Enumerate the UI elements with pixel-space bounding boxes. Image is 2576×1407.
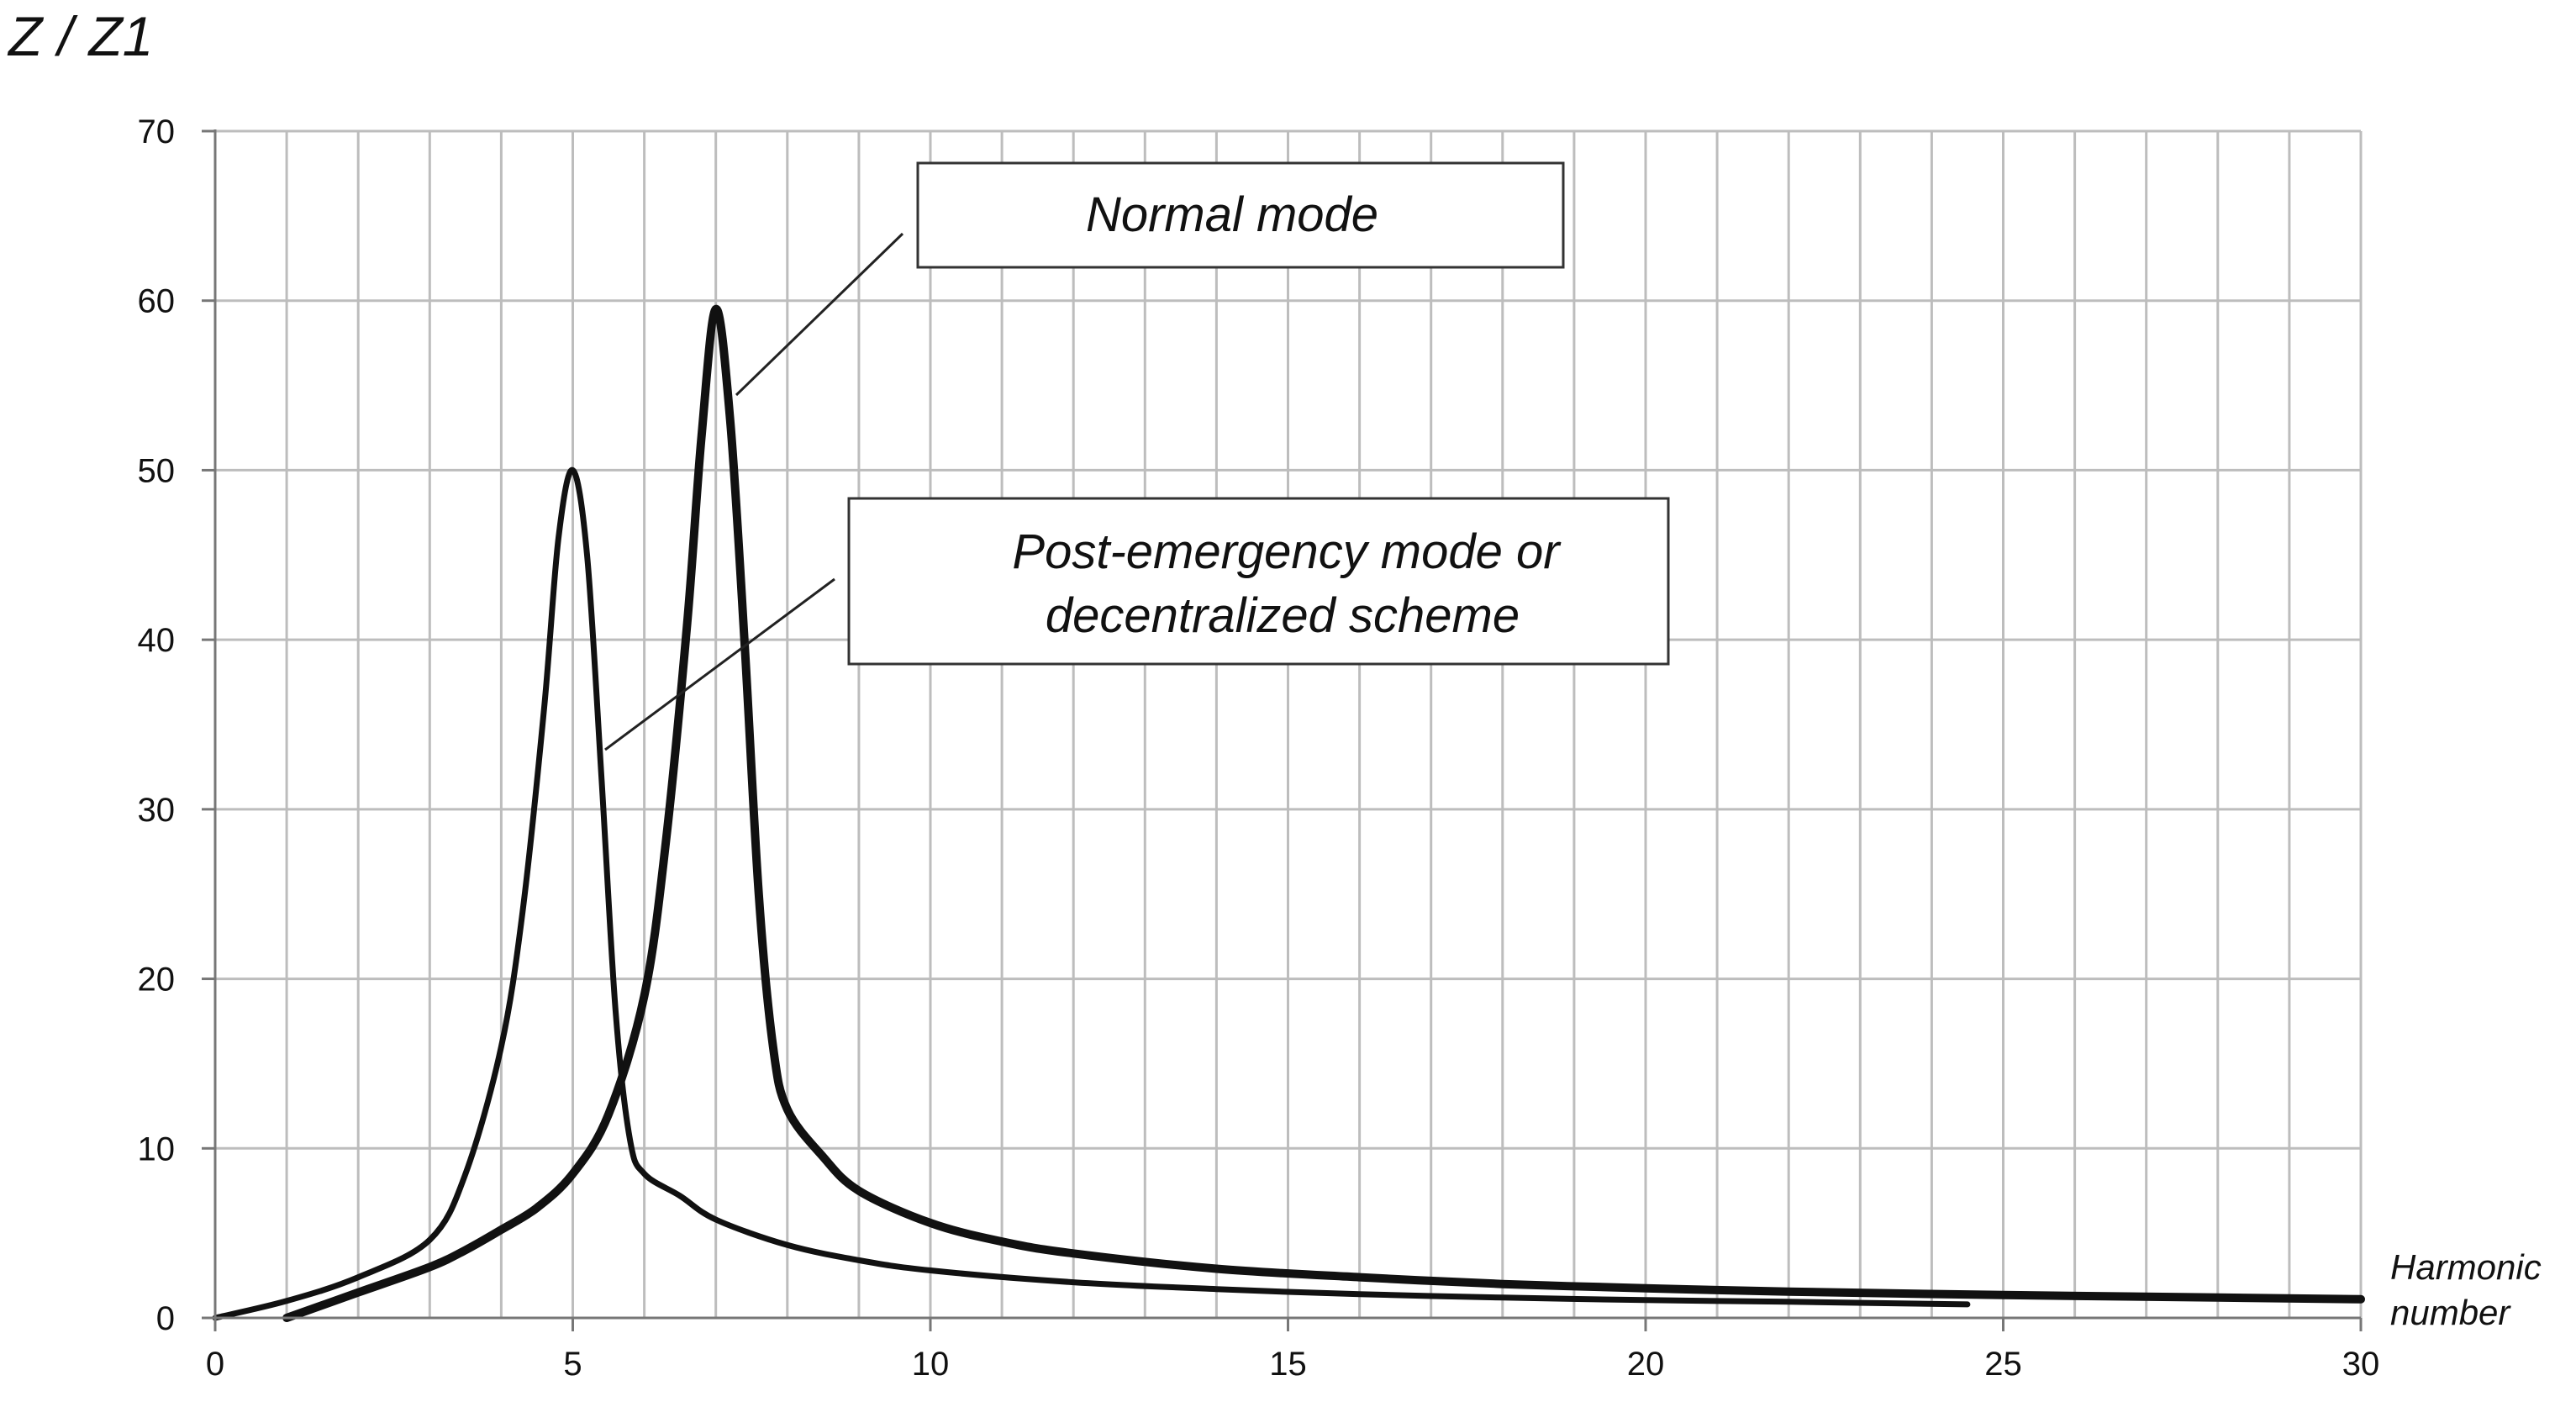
x-tick-label: 30 — [2342, 1346, 2380, 1383]
x-axis-title-line-1: Harmonic — [2390, 1247, 2542, 1287]
series-line-2 — [212, 466, 1971, 1321]
callout-box-2 — [847, 497, 1670, 666]
series-line-1 — [282, 304, 2365, 1322]
axes: 0 10 20 30 40 50 60 70 0 5 10 15 20 25 30 — [138, 113, 2380, 1383]
y-tick-label: 30 — [138, 792, 176, 829]
x-tick-label: 20 — [1627, 1346, 1665, 1383]
grid — [213, 129, 2363, 1320]
callout-leader-1 — [735, 232, 904, 397]
callout-label-2-line-2: decentralized scheme — [1046, 588, 1520, 643]
callout-label-2-line-1: Post-emergency mode or — [1012, 524, 1562, 579]
callout-label-1-line-1: Normal mode — [1086, 187, 1378, 242]
x-tick-label: 10 — [912, 1346, 950, 1383]
x-axis-title-line-2: number — [2390, 1293, 2511, 1332]
y-tick-label: 70 — [138, 113, 176, 150]
axis-labels: Z / Z1 Harmonic number — [7, 5, 2542, 1332]
y-tick-label: 10 — [138, 1130, 176, 1167]
y-tick-label: 60 — [138, 283, 176, 320]
x-tick-label: 25 — [1984, 1346, 2022, 1383]
callouts: Normal mode Post-emergency mode or decentr… — [604, 161, 1670, 751]
x-tick-label: 5 — [563, 1346, 582, 1383]
x-tick-label: 0 — [206, 1346, 224, 1383]
y-tick-label: 20 — [138, 962, 176, 999]
callout-leader-2 — [604, 577, 835, 751]
y-axis-title: Z / Z1 — [7, 5, 153, 67]
y-tick-label: 40 — [138, 622, 176, 659]
callout-box-1 — [916, 161, 1565, 269]
y-tick-label: 50 — [138, 452, 176, 489]
x-tick-label: 15 — [1269, 1346, 1307, 1383]
y-tick-label: 0 — [156, 1300, 175, 1337]
series-lines — [212, 304, 2365, 1322]
